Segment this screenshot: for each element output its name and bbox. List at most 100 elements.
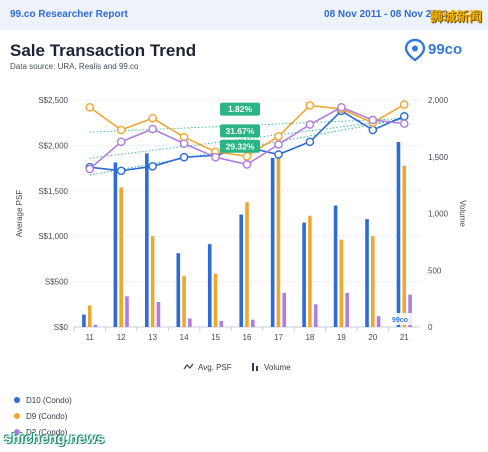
- psf-point: [305, 101, 315, 110]
- d2-dot-icon: [14, 429, 20, 435]
- volume-bar: [276, 154, 281, 327]
- volume-bar: [313, 304, 318, 327]
- x-tick-label: 15: [211, 333, 220, 342]
- volume-bar: [156, 302, 161, 327]
- trend-line: [89, 118, 405, 176]
- d9-dot-icon: [14, 413, 20, 419]
- y2-tick-label: 2,000: [428, 96, 449, 105]
- y-tick-label: S$2,000: [38, 141, 68, 150]
- volume-bar: [251, 319, 255, 327]
- volume-bar: [308, 215, 312, 327]
- avg-psf-line-icon: [183, 363, 194, 370]
- y-tick-label: S$0: [54, 323, 69, 332]
- volume-bar: [82, 314, 86, 327]
- chart-watermark: 99co: [392, 317, 408, 324]
- volume-bar: [93, 324, 98, 327]
- psf-point: [368, 115, 378, 125]
- trend-label-bg: [220, 124, 260, 138]
- psf-point: [85, 164, 95, 174]
- volume-bar: [302, 222, 306, 327]
- volume-bar: [371, 236, 375, 327]
- report-header: 99.co Researcher Report 08 Nov 2011 - 08…: [0, 0, 488, 30]
- date-range: 08 Nov 2011 - 08 Nov 2021: [324, 9, 448, 20]
- x-tick-label: 13: [148, 333, 157, 342]
- y2-tick-label: 1,500: [428, 153, 449, 162]
- trend-label-bg: [220, 102, 260, 116]
- district-legend-label: D2 (Condo): [26, 427, 68, 437]
- volume-bar: [345, 292, 349, 327]
- chart-watermark-bg: [384, 313, 416, 325]
- psf-point: [305, 120, 315, 129]
- data-source: Data source: URA, Realis and 99.co: [10, 62, 139, 71]
- psf-point: [116, 137, 126, 147]
- volume-bar: [188, 318, 192, 327]
- volume-bar-icon: [252, 363, 254, 371]
- x-tick-label: 11: [86, 333, 95, 342]
- trend-label: 1.82%: [228, 104, 253, 114]
- trend-label: 31.67%: [226, 126, 255, 136]
- y-tick-label: S$500: [45, 278, 69, 287]
- psf-point: [337, 102, 346, 112]
- y2-tick-label: 500: [428, 266, 442, 275]
- psf-point: [211, 152, 220, 162]
- chart-title: Sale Transaction Trend: [10, 41, 197, 60]
- volume-bar: [213, 273, 218, 327]
- volume-bar: [245, 202, 249, 327]
- volume-bar: [339, 239, 344, 327]
- psf-point: [148, 124, 157, 134]
- psf-point: [305, 137, 315, 147]
- psf-point: [274, 132, 283, 141]
- volume-bar-icon: [256, 366, 258, 371]
- district-legend-label: D10 (Condo): [26, 395, 72, 405]
- y-tick-label: S$1,000: [38, 232, 68, 241]
- volume-bar: [207, 244, 212, 327]
- volume-bar: [270, 157, 275, 327]
- x-tick-label: 16: [243, 333, 252, 342]
- volume-bar: [182, 275, 186, 327]
- volume-bar: [239, 214, 243, 327]
- volume-bar: [145, 153, 149, 327]
- d10-dot-icon: [14, 397, 20, 403]
- volume-bar: [119, 187, 123, 327]
- district-legend-item-d10[interactable]: D10 (Condo): [14, 392, 72, 408]
- logo-text: 99co: [428, 41, 463, 58]
- psf-point: [116, 125, 126, 135]
- volume-bar: [219, 320, 224, 327]
- psf-point: [274, 150, 283, 159]
- 99co-logo: 99co: [404, 38, 474, 62]
- location-pin-icon: [404, 38, 426, 62]
- x-tick-label: 12: [117, 333, 126, 342]
- district-legend-label: D9 (Condo): [26, 411, 68, 421]
- psf-point: [242, 160, 252, 169]
- volume-bar: [365, 219, 369, 327]
- psf-point: [116, 166, 126, 176]
- volume-bar: [150, 236, 155, 327]
- psf-point: [85, 102, 95, 112]
- footer-watermark: shicheng.news: [4, 430, 105, 446]
- y-axis-label: Average PSF: [15, 190, 24, 238]
- psf-point: [399, 112, 409, 121]
- volume-bar: [125, 296, 129, 327]
- volume-bar: [113, 162, 118, 327]
- district-legend-item-d2[interactable]: D2 (Condo): [14, 424, 72, 440]
- x-tick-label: 20: [368, 333, 377, 342]
- brand-name: 99.co Researcher Report: [10, 9, 128, 20]
- trend-line: [89, 118, 405, 159]
- y-tick-label: S$2,500: [38, 96, 68, 105]
- sale-transaction-chart: S$0 S$500 S$1,000 S$1,500 S$2,000 S$2,500 0 500…: [15, 96, 467, 372]
- volume-bar: [333, 205, 338, 327]
- psf-point: [399, 119, 409, 128]
- volume-bar: [396, 141, 401, 327]
- x-tick-label: 14: [180, 333, 189, 342]
- y2-tick-label: 1,000: [428, 210, 449, 219]
- district-legend-item-d9[interactable]: D9 (Condo): [14, 408, 72, 424]
- legend-label-avg-psf: Avg. PSF: [198, 363, 232, 372]
- psf-point: [179, 152, 189, 162]
- volume-bar: [282, 292, 287, 327]
- x-tick-label: 19: [337, 333, 346, 342]
- trend-label-bg: [220, 139, 260, 153]
- psf-point: [148, 161, 157, 171]
- psf-point: [242, 151, 252, 161]
- volume-bar: [376, 316, 381, 327]
- psf-point: [274, 140, 283, 149]
